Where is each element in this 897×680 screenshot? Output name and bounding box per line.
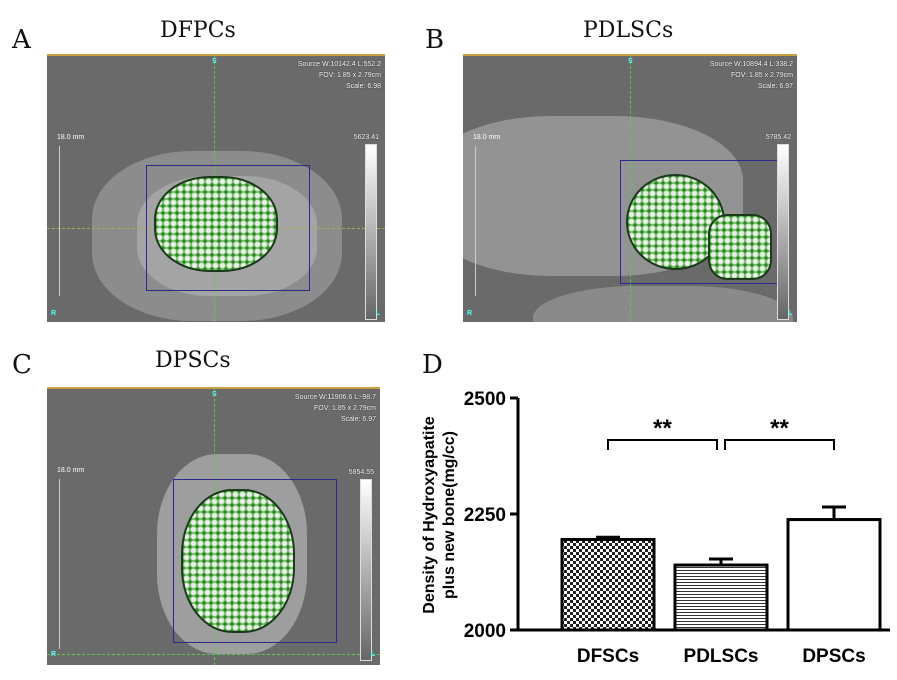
y-tick-label: 2250 [464, 505, 506, 526]
ct-image-c: Source W:11906.6 L:-98.7 FOV: 1.85 x 2.79… [47, 387, 380, 665]
x-tick-label: PDLSCs [684, 646, 759, 667]
panel-title-b: PDLSCs [583, 18, 674, 43]
x-tick-label: DPSCs [802, 646, 865, 667]
panel-label-b: B [425, 25, 445, 55]
ct-image-b: Source W:10894.4 L:338.2 FOV: 1.85 x 2.79… [463, 54, 797, 322]
x-tick-label: DFSCs [577, 646, 639, 667]
y-tick-label: 2000 [464, 621, 506, 642]
bar-DFSCs [560, 538, 656, 632]
y-axis-label-2: plus new bone(mg/cc) [441, 431, 458, 599]
bar-DPSCs [786, 518, 882, 632]
bar-PDLSCs [673, 563, 769, 632]
significance-label: ** [653, 415, 672, 442]
panel-label-c: C [12, 350, 32, 380]
ct-image-a: Source W:10142.4 L:552.2 FOV: 1.85 x 2.79… [47, 54, 385, 322]
panel-title-a: DFPCs [160, 18, 236, 43]
significance-label: ** [770, 415, 789, 442]
y-axis-label-1: Density of Hydroxyapatite [421, 416, 438, 613]
significance-bracket [724, 439, 835, 450]
panel-label-a: A [12, 25, 31, 55]
y-tick-label: 2500 [464, 389, 506, 410]
significance-bracket [607, 439, 718, 450]
panel-label-d: D [422, 350, 443, 380]
panel-title-c: DPSCs [155, 348, 231, 373]
